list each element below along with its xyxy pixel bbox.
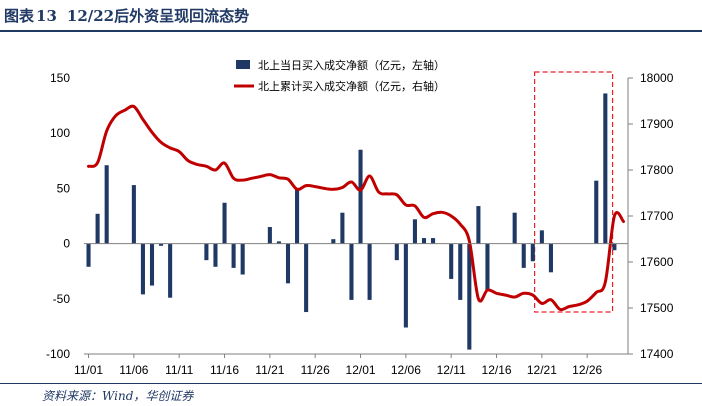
source-note: 资料来源：Wind，华创证券	[42, 389, 194, 403]
bar-12/13	[467, 243, 472, 350]
bar-12/22	[548, 243, 553, 273]
y-right-tick-18000: 18000	[640, 71, 674, 85]
bar-12/27	[594, 180, 599, 244]
bar-11/25	[304, 243, 309, 313]
x-tick-11/06: 11/06	[119, 363, 148, 377]
bar-12/28	[603, 93, 608, 244]
bar-11/10	[168, 243, 173, 298]
bar-11/18	[240, 243, 245, 275]
y-left-tick-0: 0	[63, 237, 70, 251]
bar-12/14	[476, 206, 481, 244]
bar-12/11	[449, 243, 454, 279]
y-left-tick--100: -100	[46, 347, 70, 361]
bar-12/19	[521, 243, 526, 268]
bar-11/23	[285, 243, 291, 284]
y-left-tick-100: 100	[50, 126, 70, 140]
y-left-tick-50: 50	[57, 181, 71, 195]
bar-11/22	[276, 241, 281, 244]
legend-bar-label: 北上当日买入成交净额（亿元，左轴）	[258, 58, 445, 72]
bar-12/18	[512, 212, 517, 244]
bar-12/29	[612, 243, 617, 251]
bar-11/29	[340, 212, 345, 244]
y-right-tick-17500: 17500	[640, 301, 674, 315]
bar-12/12	[458, 243, 463, 300]
bar-11/17	[231, 243, 236, 268]
x-tick-12/26: 12/26	[572, 363, 602, 377]
bar-11/28	[331, 239, 336, 244]
y-right-tick-17600: 17600	[640, 255, 674, 269]
y-left-tick-150: 150	[50, 71, 70, 85]
title-rule	[0, 30, 702, 32]
figure-title: 图表 13 12/22后外资呈现回流态势	[4, 4, 249, 28]
bar-11/24	[295, 189, 300, 244]
bar-11/21	[267, 227, 272, 244]
bar-11/02	[95, 213, 100, 244]
x-tick-12/21: 12/21	[527, 363, 557, 377]
figure-number: 13	[36, 7, 57, 25]
x-tick-11/16: 11/16	[210, 363, 239, 377]
x-tick-11/11: 11/11	[165, 363, 194, 377]
x-tick-11/26: 11/26	[301, 363, 330, 377]
bar-12/09	[431, 238, 436, 244]
bar-11/15	[213, 243, 218, 267]
bar-11/09	[159, 243, 164, 246]
bar-12/20	[530, 243, 535, 262]
bar-12/05	[394, 243, 399, 261]
y-right-tick-17900: 17900	[640, 117, 674, 131]
bar-11/03	[104, 165, 109, 244]
bar-12/07	[412, 219, 417, 244]
bar-12/08	[421, 238, 427, 244]
figure-label: 图表	[4, 7, 35, 25]
y-right-tick-17400: 17400	[640, 347, 674, 361]
y-right-tick-17700: 17700	[640, 209, 674, 223]
bar-12/06	[403, 243, 408, 328]
source-rule	[0, 383, 702, 384]
bar-11/08	[149, 243, 155, 286]
bar-12/02	[367, 243, 372, 300]
x-tick-12/16: 12/16	[482, 363, 512, 377]
x-tick-12/01: 12/01	[346, 363, 376, 377]
legend-line-label: 北上累计买入成交净额（亿元，右轴）	[258, 79, 445, 93]
bar-11/01	[86, 243, 91, 267]
x-tick-11/21: 11/21	[255, 363, 284, 377]
bar-12/15	[485, 243, 490, 290]
highlight-box	[534, 71, 614, 313]
y-left-tick--50: -50	[53, 292, 71, 306]
figure-title-text: 12/22后外资呈现回流态势	[66, 7, 250, 25]
bar-12/21	[539, 230, 544, 244]
cumulative-line	[87, 104, 625, 312]
bar-11/07	[140, 243, 145, 295]
x-tick-12/11: 12/11	[437, 363, 466, 377]
bar-11/06	[131, 185, 136, 244]
x-tick-11/01: 11/01	[74, 363, 103, 377]
bar-11/14	[204, 243, 209, 261]
bar-11/16	[222, 202, 227, 244]
x-tick-12/06: 12/06	[391, 363, 421, 377]
bar-11/30	[349, 243, 354, 300]
y-right-tick-17800: 17800	[640, 163, 674, 177]
bar-12/01	[358, 149, 363, 244]
legend-bar-swatch	[236, 60, 250, 69]
